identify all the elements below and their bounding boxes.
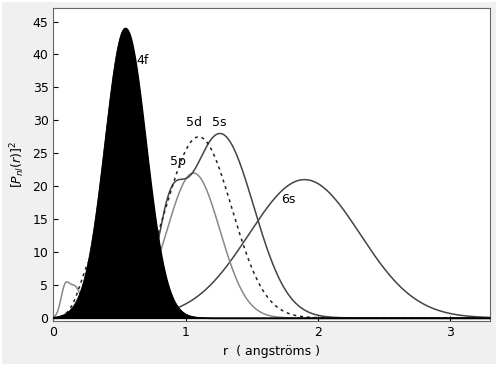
Text: 5s: 5s xyxy=(212,116,227,128)
Text: 5p: 5p xyxy=(170,155,186,168)
X-axis label: r  ( angströms ): r ( angströms ) xyxy=(223,345,320,358)
Text: 6s: 6s xyxy=(281,193,295,206)
Text: 5d: 5d xyxy=(186,116,202,128)
Y-axis label: $[P_{nl}(r)]^2$: $[P_{nl}(r)]^2$ xyxy=(8,141,27,188)
Text: 4f: 4f xyxy=(136,54,149,67)
